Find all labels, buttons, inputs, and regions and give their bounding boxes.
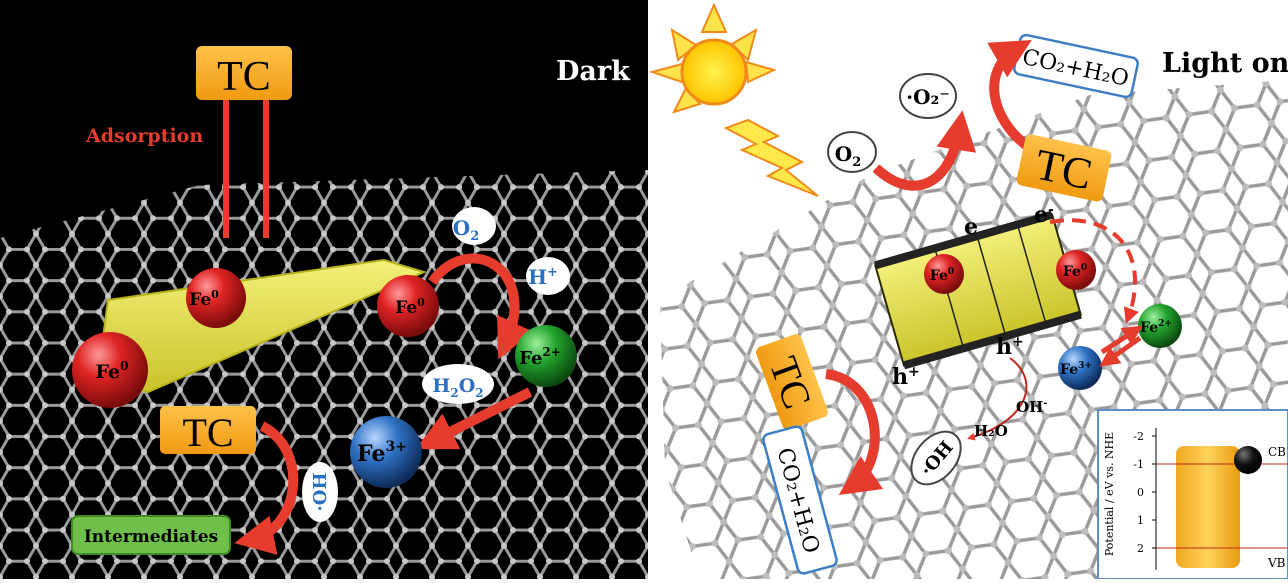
dashed-electron-arrow — [1049, 218, 1139, 324]
inset-tick-1: -1 — [1133, 458, 1144, 471]
electron-label-a: e — [964, 214, 978, 240]
arrow-fe2-to-fe3 — [415, 387, 533, 450]
tc-box-right: TC — [1016, 134, 1112, 202]
inset-tick-3: 1 — [1137, 514, 1144, 527]
fe0-label-right-a: Fe0 — [930, 267, 954, 284]
hole-label-a: h+ — [892, 364, 920, 390]
arrow-fe0-to-fe2 — [427, 253, 534, 360]
h2o2-bubble — [422, 364, 494, 404]
tc-bottom-label: TC — [182, 410, 233, 455]
tc-box-bottom — [160, 406, 256, 454]
arrow-tc-to-intermediates — [234, 421, 299, 555]
hplus-bubble — [526, 257, 570, 295]
fe3-label-left: Fe3+ — [357, 439, 407, 467]
arrow-tc-to-co2-top — [987, 39, 1033, 153]
tc-box-top — [196, 46, 292, 100]
fe3-sphere-left — [350, 416, 422, 488]
inset-electron-sphere — [1234, 446, 1262, 474]
oh-radical-label-left: ·OH — [310, 473, 331, 512]
fe0-label-right: Fe0 — [395, 296, 425, 318]
mode-label-dark: Dark — [556, 56, 631, 87]
sun-icon — [648, 2, 777, 114]
inset-ylabel: Potential / eV vs. NHE — [1103, 432, 1116, 556]
inset-cb-label: CB — [1268, 445, 1286, 459]
lightning-bolt-icon — [723, 118, 819, 197]
inset-band-bar — [1176, 446, 1240, 568]
fe0-sphere-right — [377, 275, 439, 337]
o2-bubble-left — [452, 207, 496, 245]
intermediates-label: Intermediates — [84, 527, 218, 547]
fe0-sphere-right-a — [924, 254, 964, 294]
right-panel-light: Light on CO₂+H₂O ·O₂⁻ O2 TC e e- — [648, 0, 1288, 580]
h2o2-label: H2O2 — [432, 375, 483, 400]
fe2-sphere-right — [1138, 304, 1182, 348]
intermediates-box — [71, 515, 231, 555]
h2o-label: H₂O — [974, 422, 1008, 440]
oh-radical-bubble-right: ·OH — [910, 430, 962, 486]
inset-tick-4: 2 — [1137, 542, 1144, 555]
oh-minus-label: OH- — [1016, 398, 1047, 416]
o2-bubble-right — [827, 131, 877, 173]
tc-right-label: TC — [1031, 140, 1096, 200]
fe3-label-right: Fe3+ — [1060, 361, 1092, 378]
left-panel-dark: Dark Adsorption TC Fe0 Fe0 Fe0 O2 H+ Fe2… — [0, 0, 648, 579]
arrow-hole-to-oh — [966, 357, 1028, 441]
fe0-label-center: Fe0 — [189, 288, 219, 310]
adsorption-label: Adsorption — [85, 125, 203, 147]
arrow-o2-to-superoxide — [872, 110, 977, 191]
tc-top-label: TC — [217, 54, 271, 100]
inset-tick-2: 0 — [1137, 486, 1144, 499]
photocatalyst-block — [873, 210, 1083, 370]
superoxide-label: ·O₂⁻ — [906, 85, 950, 109]
inset-vb-label: VB — [1267, 556, 1286, 570]
o2-label-right: O2 — [835, 142, 861, 170]
fe3-sphere-right — [1058, 346, 1102, 390]
inset-ticks: -2 -1 0 1 2 — [1133, 430, 1156, 555]
hole-label-b: h+ — [996, 334, 1024, 360]
electron-label-b: e- — [1034, 202, 1054, 228]
fe0-label-left: Fe0 — [96, 359, 129, 383]
fe2-sphere-left — [515, 325, 577, 387]
mode-label-light: Light on — [1162, 48, 1288, 79]
inset-tick-0: -2 — [1133, 430, 1144, 443]
hplus-label: H+ — [528, 265, 558, 289]
graphene-sheet-left — [0, 170, 648, 579]
fe2-label-right: Fe2+ — [1140, 319, 1172, 336]
fe0-sphere-left — [72, 332, 148, 408]
arrow-tc-to-co2-left — [825, 369, 884, 496]
arrow-fe3-to-fe2-right — [1100, 325, 1143, 355]
o2-label-left: O2 — [453, 216, 479, 244]
fe0-label-right-b: Fe0 — [1063, 263, 1087, 280]
fe0-sphere-right-b — [1056, 250, 1096, 290]
superoxide-bubble — [899, 73, 957, 119]
fe2-label-left: Fe2+ — [519, 345, 561, 369]
fe0-sphere-center — [186, 268, 246, 328]
band-diagram-inset: Potential / eV vs. NHE -2 -1 0 1 2 CB VB — [1097, 409, 1288, 580]
oh-radical-bubble-left — [302, 462, 338, 522]
